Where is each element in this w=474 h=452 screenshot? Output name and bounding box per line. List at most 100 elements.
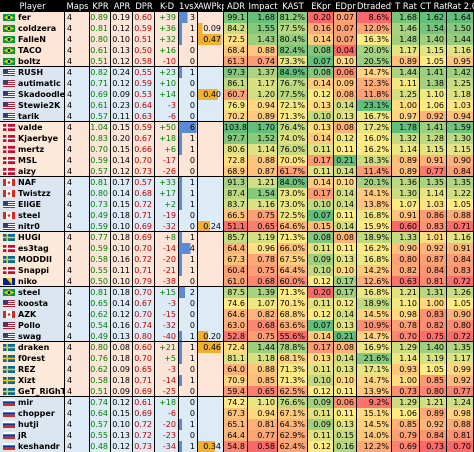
cell-dpr: 0.67 <box>133 133 154 144</box>
table-row[interactable]: nitr0 4 0.59 0.10 0.69 -32 0 0.24 51.1 0.65 64.6% 0… <box>0 221 474 232</box>
cell-awp <box>198 12 223 23</box>
cell-kast: 64.3% <box>278 419 307 430</box>
table-row[interactable]: Snappi 4 0.55 0.11 0.71 -21 1 60.4 0.75 64.4% 0.10… <box>0 265 474 276</box>
header-rat[interactable]: Rat 2.0 <box>447 1 474 11</box>
table-row[interactable]: jR 4 0.55 0.13 0.72 -23 0 64.4 0.77 62.9% 0.11 0.15… <box>0 430 474 441</box>
table-row[interactable]: valde 4 1.04 0.15 0.59 +50 6 103.8 1.70 76.4% 0.13… <box>0 122 474 133</box>
table-row[interactable]: steel 4 0.81 0.18 0.70 +15 2 87.5 1.39 71.3% 0.20 0… <box>0 287 474 298</box>
cell-ctrat: 1.41 <box>420 67 446 78</box>
table-row[interactable]: Pollo 4 0.54 0.16 0.74 -32 0 63.0 0.68 63.6% 0.07 0… <box>0 320 474 331</box>
table-row[interactable]: niko 4 0.50 0.10 0.79 -38 0 61.0 0.68 60.0% 0.12 0.… <box>0 276 474 287</box>
table-row[interactable]: FalleN 4 0.80 0.10 0.51 +32 1 0.47 72.5 1.43 80.4%… <box>0 34 474 45</box>
cell-kpr: 0.57 <box>90 166 110 177</box>
cell-dtr: 18.9% <box>357 298 391 309</box>
header-maps[interactable]: Maps <box>66 1 89 11</box>
table-row[interactable]: draken 4 0.80 0.08 0.60 +21 1 0.46 72.4 1.44 78.8%… <box>0 342 474 353</box>
header-adr[interactable]: ADR <box>227 1 245 11</box>
table-row[interactable]: HUGI 4 0.77 0.18 0.69 +8 1 85.7 1.19 71.3% 0.08 0.0… <box>0 232 474 243</box>
cell-dtr: 16.8% <box>357 287 391 298</box>
header-ctrat[interactable]: CT Rat <box>420 1 447 11</box>
cell-kast: 72.5% <box>278 210 307 221</box>
flag-icon <box>3 102 15 109</box>
cell-dpr: 0.71 <box>133 210 154 221</box>
cell-awp: 0.40 <box>198 89 223 100</box>
player-name-text: HUGI <box>18 233 41 242</box>
cell-apr: 0.10 <box>111 276 132 287</box>
table-row[interactable]: chopper 4 0.64 0.15 0.69 -6 0 67.3 0.94 67.1% 0.11… <box>0 408 474 419</box>
table-row[interactable]: hutji 4 0.57 0.10 0.72 -20 1 65.1 0.81 64.3% 0.09 0… <box>0 419 474 430</box>
table-row[interactable]: autimatic 4 0.71 0.12 0.59 +10 0 86.1 1.17 76.7% 0… <box>0 78 474 89</box>
table-row[interactable]: GeT_RiGhT 4 0.51 0.09 0.69 -25 0 59.4 0.65 62.5% 0… <box>0 386 474 397</box>
header-apr[interactable]: APR <box>113 1 131 11</box>
header-edpr[interactable]: EDpr <box>335 1 356 11</box>
cell-dpr: 0.73 <box>133 166 154 177</box>
table-row[interactable]: koosta 4 0.65 0.14 0.67 -3 0 74.6 1.07 70.1% 0.11 0… <box>0 298 474 309</box>
table-row[interactable]: tarik 4 0.57 0.11 0.63 -6 0 70.2 0.89 71.3% 0.10 0.… <box>0 111 474 122</box>
header-dtr[interactable]: Dtraded% <box>357 1 392 11</box>
cell-ctrat: 1.41 <box>420 122 446 133</box>
cell-edpr: 0.11 <box>334 144 356 155</box>
cell-onevx: 0 <box>179 309 197 320</box>
table-row[interactable]: coldzera 4 0.81 0.12 0.59 +36 1 0.09 84.2 1.55 77.… <box>0 23 474 34</box>
cell-edpr: 0.09 <box>334 78 356 89</box>
cell-maps: 4 <box>65 188 89 199</box>
table-row[interactable]: swag 4 0.49 0.13 0.80 -40 1 0.20 52.8 0.75 55.6% 0.… <box>0 331 474 342</box>
table-row[interactable]: aizy 4 0.57 0.12 0.73 -26 0 68.9 0.87 61.7% 0.11 0.… <box>0 166 474 177</box>
cell-impact: 1.19 <box>248 232 277 243</box>
table-row[interactable]: f0rest 4 0.76 0.18 0.70 +5 1 81.1 1.18 68.1% 0.13 0… <box>0 353 474 364</box>
cell-adr: 72.5 <box>224 34 247 45</box>
cell-maps: 4 <box>65 166 89 177</box>
header-ekpr[interactable]: EKpr <box>311 1 331 11</box>
cell-dpr: 0.67 <box>133 298 154 309</box>
cell-edpr: 0.14 <box>334 353 356 364</box>
cell-rat: 0.95 <box>447 56 473 67</box>
table-row[interactable]: Stewie2K 4 0.61 0.23 0.64 -3 0 76.9 0.94 72.1% 0.1… <box>0 100 474 111</box>
table-row[interactable]: steel 4 0.49 0.18 0.71 -19 0 66.5 0.75 72.5% 0.07 0… <box>0 210 474 221</box>
table-row[interactable]: Kjaerbye 4 0.83 0.20 0.67 +18 1 97.7 1.52 74.0% 0.… <box>0 133 474 144</box>
cell-kd: -26 <box>155 166 178 177</box>
header-kast[interactable]: KAST <box>282 1 304 11</box>
cell-edpr: 0.10 <box>334 177 356 188</box>
header-awp[interactable]: AWPkpr <box>198 1 224 11</box>
table-row[interactable]: AZK 4 0.62 0.12 0.70 -15 0 64.6 0.82 68.8% 0.12 0.1… <box>0 309 474 320</box>
table-row[interactable]: MODDII 4 0.58 0.16 0.72 -20 1 67.3 0.78 67.5% 0.09… <box>0 254 474 265</box>
header-dpr[interactable]: DPR <box>135 1 153 11</box>
table-row[interactable]: mir 4 0.74 0.12 0.61 +18 0 74.2 1.10 76.6% 0.09 0.0… <box>0 397 474 408</box>
cell-dtr: 9.2% <box>357 397 391 408</box>
header-onevx[interactable]: 1vsX <box>179 1 198 11</box>
cell-rat: 0.80 <box>447 320 473 331</box>
header-kd[interactable]: K-D <box>159 1 175 11</box>
header-kpr[interactable]: KPR <box>92 1 109 11</box>
table-row[interactable]: es3tag 4 0.59 0.10 0.70 -14 4 64.4 0.96 66.0% 0.11… <box>0 243 474 254</box>
cell-apr: 0.15 <box>111 199 132 210</box>
cell-maps: 4 <box>65 419 89 430</box>
cell-ctrat: 1.19 <box>420 353 446 364</box>
table-row[interactable]: Twistzz 4 0.80 0.14 0.68 +17 1 87.4 1.54 73.0% 0.1… <box>0 188 474 199</box>
cell-kd: +18 <box>155 397 178 408</box>
cell-kpr: 0.51 <box>90 56 110 67</box>
table-row[interactable]: fer 4 0.89 0.19 0.60 +39 3 99.1 1.68 81.2% 0.20 0.0… <box>0 12 474 23</box>
table-row[interactable]: RUSH 4 0.82 0.24 0.55 +23 1 97.3 1.37 84.9% 0.08 0.… <box>0 67 474 78</box>
table-row[interactable]: Xizt 4 0.58 0.18 0.71 -14 1 70.9 0.85 71.3% 0.10 0.… <box>0 375 474 386</box>
table-row[interactable]: keshandr 4 0.48 0.12 0.73 -34 1 0.34 54.8 0.58 62.… <box>0 441 474 452</box>
table-row[interactable]: EliGE 4 0.73 0.15 0.72 +2 1 83.7 1.16 73.0% 0.10 0.… <box>0 199 474 210</box>
player-name-text: draken <box>18 343 50 352</box>
header-name[interactable]: Player <box>19 1 46 11</box>
cell-apr: 0.12 <box>111 56 132 67</box>
cell-trat: 1.46 <box>392 23 419 34</box>
table-row[interactable]: MSL 4 0.59 0.14 0.70 -17 0 72.8 0.88 70.0% 0.17 0.2… <box>0 155 474 166</box>
cell-kpr: 0.81 <box>90 23 110 34</box>
cell-trat: 1.06 <box>392 408 419 419</box>
table-row[interactable]: mertz 4 0.70 0.15 0.66 +6 1 80.6 1.14 76.0% 0.11 0.… <box>0 144 474 155</box>
table-row[interactable]: NAF 4 0.81 0.17 0.57 +33 1 91.3 1.21 84.0% 0.14 0.1… <box>0 177 474 188</box>
table-row[interactable]: REZ 4 0.62 0.09 0.65 -3 0 64.0 0.88 71.3% 0.11 0.13… <box>0 364 474 375</box>
player-name-text: keshandr <box>18 442 60 451</box>
table-row[interactable]: Skadoodle 4 0.69 0.09 0.53 +14 0 0.40 60.7 1.20 77… <box>0 89 474 100</box>
cell-trat: 1.32 <box>392 133 419 144</box>
header-impact[interactable]: Impact <box>248 1 278 11</box>
table-row[interactable]: TACO 4 0.61 0.13 0.50 +16 0 68.4 0.88 82.4% 0.08 0.… <box>0 45 474 56</box>
cell-kast: 66.0% <box>278 243 307 254</box>
cell-onevx: 1 <box>179 419 197 430</box>
table-row[interactable]: boltz 4 0.51 0.12 0.58 -10 0 61.3 0.74 73.3% 0.07 0… <box>0 56 474 67</box>
header-trat[interactable]: T Rat <box>395 1 417 11</box>
